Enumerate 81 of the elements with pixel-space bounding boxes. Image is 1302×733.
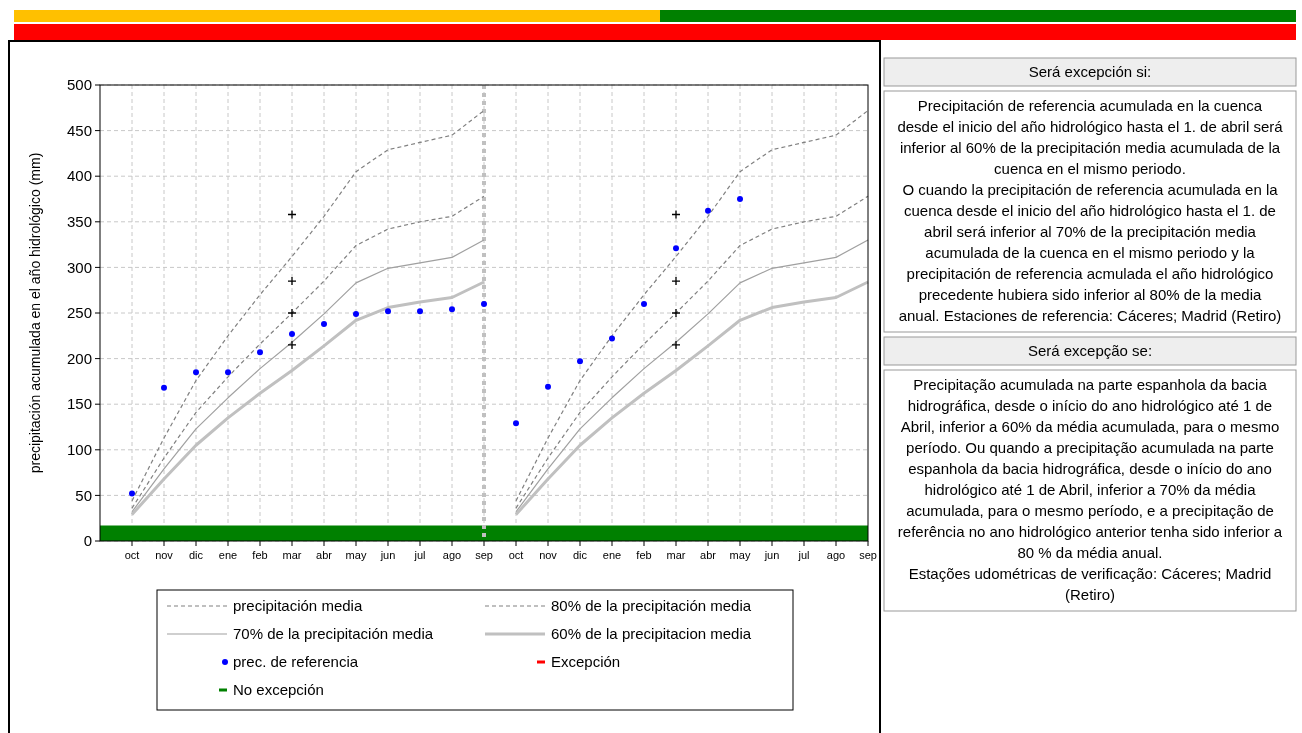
y-tick-label: 50 (75, 486, 92, 504)
x-tick-label: abr (700, 549, 717, 561)
y-tick-label: 150 (66, 395, 92, 413)
point (671, 340, 681, 350)
point (671, 276, 681, 286)
y-tick-label: 350 (66, 213, 92, 231)
y-tick-label: 450 (66, 121, 92, 139)
legend-label: Excepción (551, 653, 621, 671)
line-series (131, 109, 485, 502)
line-series (131, 239, 485, 513)
point (287, 276, 297, 286)
y-tick-label: 250 (66, 304, 92, 322)
point (353, 310, 359, 317)
line-series (515, 239, 869, 513)
point (671, 209, 681, 220)
y-tick-label: 300 (66, 258, 92, 276)
point (257, 349, 263, 356)
x-tick-label: dic (188, 549, 204, 561)
text: Será excepción si: (1028, 63, 1152, 80)
x-tick-label: feb (636, 549, 652, 561)
point (321, 320, 327, 327)
x-tick-label: ago (442, 549, 462, 561)
x-tick-label: nov (155, 549, 174, 561)
point (513, 420, 519, 427)
point (385, 308, 391, 315)
line-series (515, 195, 869, 509)
x-tick-label: mar (282, 549, 302, 561)
point (673, 245, 679, 252)
line-series (515, 109, 869, 502)
point (449, 306, 455, 313)
x-tick-label: may (729, 549, 751, 561)
legend-label: 60% de la precipitacion media (551, 625, 752, 643)
y-tick-label: 200 (66, 349, 92, 367)
legend-label: precipitación media (233, 597, 363, 615)
legend-label: 70% de la precipitación media (233, 625, 434, 643)
point (705, 207, 711, 214)
point (161, 384, 167, 391)
y-axis-title: precipitación acumulada en el año hidrológico (mm) (27, 152, 43, 474)
x-tick-label: nov (539, 549, 558, 561)
point (287, 209, 297, 220)
legend-label: prec. de referencia (233, 653, 359, 671)
text: Será excepção se: (1027, 342, 1153, 359)
x-tick-label: jul (797, 549, 810, 561)
point (417, 308, 423, 315)
x-tick-label: jun (763, 549, 780, 561)
point (577, 358, 583, 365)
text: Precipitación de referencia acumulada en la cuenca desde el inicio del año hidrológico hasta el 1. de abril será inferior al 60% de la precipitación media acumulada de la cuenca en el mismo periodo. O cuando la precipitación de referencia acumulada en la cuenca desde el inicio del año hidrológico hasta el 1. de abril será inferior al 70% de la precipitación media acumulada de la cuenca en el mismo periodo y la precipitación de referencia acmulada el año hidrológico precedente hubiera sido inferior al 80% de la media anual. Estaciones de referencia: Cáceres; Madrid (Retiro) (897, 97, 1283, 324)
point (193, 369, 199, 376)
text: Precipitação acumulada na parte espanhola da bacia hidrográfica, desde o início do ano hidrológico até 1 de Abril, inferior a 60% da média acumulada, para o mesmo período. Ou quando a precipitação acumulada na parte espanhola da bacia hidrográfica, desde o início do ano hidrológico até 1 de Abril, inferior a 70% da média acumulada, para o mesmo período, e a precipitação de referência no ano hidrológico anterior tenha sido inferior a 80 % da média anual. Estações udométricas de verificação: Cáceres; Madrid (Retiro) (897, 376, 1283, 603)
legend-label: No excepción (233, 681, 324, 699)
point (481, 300, 487, 307)
point (287, 340, 297, 350)
y-tick-label: 0 (83, 532, 92, 550)
y-tick-label: 500 (66, 76, 92, 94)
x-tick-label: sep (475, 549, 493, 561)
x-tick-label: feb (252, 549, 268, 561)
legend-label: 80% de la precipitación media (551, 597, 752, 615)
x-tick-label: mar (666, 549, 686, 561)
point (641, 300, 647, 307)
x-tick-label: may (345, 549, 367, 561)
x-tick-label: abr (316, 549, 333, 561)
x-tick-label: oct (508, 549, 524, 561)
x-tick-label: oct (124, 549, 140, 561)
x-tick-label: jun (379, 549, 396, 561)
point (129, 490, 135, 497)
x-tick-label: jul (413, 549, 426, 561)
point (287, 308, 297, 318)
point (737, 196, 743, 202)
point (609, 335, 615, 342)
point (671, 308, 681, 318)
y-tick-label: 400 (66, 167, 92, 185)
x-tick-label: ago (826, 549, 846, 561)
x-tick-label: sep (859, 549, 877, 561)
x-tick-label: ene (218, 549, 238, 561)
y-tick-label: 100 (66, 441, 92, 459)
point (289, 330, 295, 337)
point (225, 369, 231, 376)
x-tick-label: ene (602, 549, 622, 561)
x-tick-label: dic (572, 549, 588, 561)
line-series (131, 195, 485, 509)
point (545, 383, 551, 390)
